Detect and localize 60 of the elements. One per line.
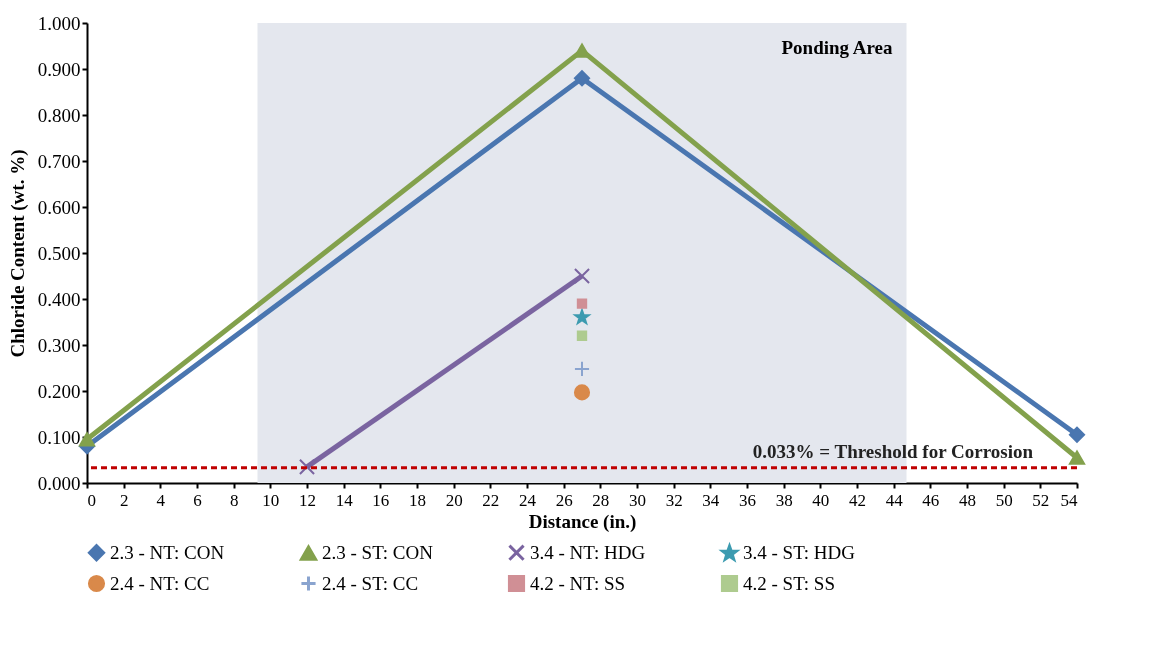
point bbox=[573, 70, 591, 87]
point bbox=[298, 458, 316, 475]
legend-label: 2.3 - NT: CON bbox=[110, 541, 225, 563]
y-tick-label: 0.300 bbox=[37, 334, 81, 356]
y-tick-label: 0.200 bbox=[37, 380, 81, 402]
x-tick-label: 40 bbox=[812, 490, 830, 510]
y-tick-label: 0.400 bbox=[37, 288, 81, 310]
x-tick-label: 38 bbox=[775, 490, 793, 510]
y-tick-label: 0.800 bbox=[37, 104, 81, 126]
legend-label: 2.3 - ST: CON bbox=[322, 542, 434, 564]
legend-label: 3.4 - ST: HDG bbox=[743, 542, 856, 564]
x-tick-label: 32 bbox=[665, 490, 683, 510]
legend-label: 2.4 - ST: CC bbox=[322, 572, 419, 594]
legend-label: 3.4 - NT: HDG bbox=[530, 541, 646, 563]
x-tick-label: 34 bbox=[702, 490, 720, 510]
y-tick-label: 0.700 bbox=[37, 150, 81, 172]
x-tick-label: 28 bbox=[592, 490, 610, 510]
x-tick-label: 20 bbox=[445, 490, 463, 510]
x-tick-label: 6 bbox=[193, 490, 202, 510]
x-tick-label: 4 bbox=[156, 490, 166, 510]
point bbox=[574, 309, 590, 325]
legend-label: 4.2 - NT: SS bbox=[530, 572, 626, 594]
x-tick-label: 10 bbox=[262, 490, 280, 510]
y-tick-label: 1.000 bbox=[37, 12, 81, 34]
x-tick-label: 24 bbox=[519, 490, 537, 510]
point bbox=[78, 432, 96, 447]
x-tick-label: 48 bbox=[959, 490, 976, 510]
point bbox=[1068, 450, 1086, 465]
y-tick-label: 0.600 bbox=[37, 196, 81, 218]
x-tick-label: 44 bbox=[885, 490, 904, 510]
point bbox=[573, 360, 591, 377]
y-axis-title: Chloride Content (wt. %) bbox=[6, 149, 29, 358]
x-tick-label: 12 bbox=[299, 490, 316, 510]
y-tick-label: 0.100 bbox=[37, 426, 81, 448]
y-tick-label: 0.000 bbox=[37, 472, 81, 494]
x-tick-label: 36 bbox=[739, 490, 756, 510]
x-tick-label: 8 bbox=[229, 490, 239, 510]
x-tick-label: 50 bbox=[995, 490, 1013, 510]
band-label: Ponding Area bbox=[781, 37, 893, 58]
x-tick-label: 0 bbox=[87, 490, 96, 510]
x-tick-label: 2 bbox=[119, 490, 129, 510]
y-tick-label: 0.500 bbox=[37, 242, 81, 264]
legend-label: 2.4 - NT: CC bbox=[110, 572, 210, 594]
x-tick-label: 22 bbox=[482, 490, 500, 510]
x-tick-label: 26 bbox=[555, 490, 573, 510]
x-axis-title: Distance (in.) bbox=[528, 510, 637, 533]
y-tick-label: 0.900 bbox=[37, 58, 81, 80]
x-tick-label: 18 bbox=[409, 490, 426, 510]
x-tick-label: 42 bbox=[849, 490, 866, 510]
ref-line-label: 0.033% = Threshold for Corrosion bbox=[752, 440, 1034, 462]
point bbox=[573, 267, 591, 285]
x-tick-label: 14 bbox=[335, 490, 354, 510]
point bbox=[1068, 426, 1086, 443]
legend-label: 4.2 - ST: SS bbox=[743, 572, 835, 594]
point bbox=[573, 384, 591, 401]
x-tick-label: 30 bbox=[629, 490, 646, 510]
x-tick-label: 54 bbox=[1060, 490, 1078, 510]
x-tick-label: 52 bbox=[1032, 490, 1050, 510]
x-tick-label: 16 bbox=[372, 490, 390, 510]
x-tick-label: 46 bbox=[922, 490, 940, 510]
